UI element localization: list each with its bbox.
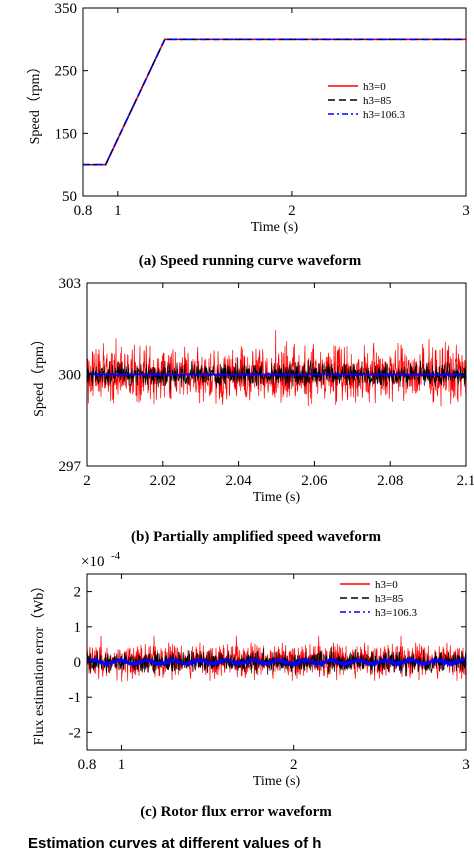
y-tick-label: 300 [59,368,82,384]
y-axis-label: Flux estimation error（Wb） [31,579,47,745]
x-axis-label: Time (s) [253,774,301,789]
y-tick-label: 1 [74,620,82,636]
series-line-1 [87,329,466,407]
x-tick-label: 1 [118,757,126,773]
x-tick-label: 2.06 [301,473,328,489]
x-axis-label: Time (s) [251,220,299,235]
x-tick-label: 2 [288,203,296,219]
x-tick-label: 2.1 [457,473,474,489]
chart-b: 2 2.02 2.04 2.06 2.08 2.1 297 300 303 Time (s) Spe… [31,276,474,505]
plot-frame [82,7,467,197]
y-tick-label: -2 [69,725,82,741]
y-tick-label: 150 [55,126,78,142]
series-line-1 [83,38,466,166]
y-tick-label: -1 [69,690,82,706]
plot-area [83,38,466,166]
y-tick-label: 297 [59,459,82,475]
plot-area [87,635,466,682]
y-tick-label: 303 [59,276,82,292]
x-tick-label: 2 [83,473,91,489]
x-tick-label: 0.8 [78,757,97,773]
caption-a: (a) Speed running curve waveform [139,253,362,269]
y-tick-label: 250 [55,64,78,80]
legend-label: h3=85 [363,95,392,107]
figure-caption: Estimation curves at different values of… [28,835,321,850]
legend-label: h3=106.3 [363,109,405,121]
series-line-3 [87,371,466,378]
y-exponent-label: ×10 [81,554,104,570]
y-tick-label: 0 [74,655,82,671]
series-line-3 [83,38,466,166]
legend-label: h3=0 [375,579,398,591]
y-tick-label: 50 [62,189,77,205]
caption-b: (b) Partially amplified speed waveform [131,529,381,545]
x-tick-label: 3 [462,757,470,773]
x-tick-label: 3 [462,203,470,219]
y-axis-label: Speed（rpm） [27,60,43,145]
x-tick-label: 2.08 [377,473,403,489]
x-tick-label: 2 [290,757,298,773]
y-tick-label: 2 [74,585,82,601]
y-axis-label: Speed（rpm） [31,332,47,417]
legend-label: h3=85 [375,593,404,605]
legend-label: h3=0 [363,81,386,93]
x-tick-label: 2.04 [225,473,252,489]
x-tick-label: 2.02 [150,473,176,489]
caption-c: (c) Rotor flux error waveform [140,804,332,820]
y-tick-label: 350 [55,1,78,17]
series-line-3 [87,656,466,669]
series-line-2 [83,38,466,166]
legend-label: h3=106.3 [375,607,417,619]
y-exponent-power: -4 [111,550,121,562]
x-axis-label: Time (s) [253,490,301,505]
x-tick-label: 1 [114,203,122,219]
x-tick-label: 0.8 [74,203,93,219]
plot-area [87,329,466,407]
